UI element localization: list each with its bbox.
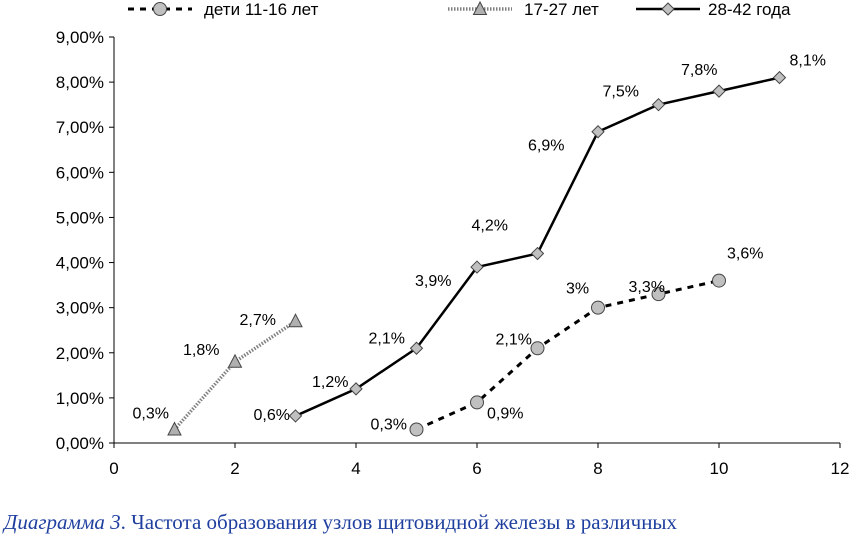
data-point-3 <box>591 125 605 139</box>
y-tick-label: 0,00% <box>56 434 104 453</box>
data-label-3: 2,1% <box>369 330 405 347</box>
x-tick-label: 4 <box>351 459 360 478</box>
x-tick-label: 12 <box>831 459 850 478</box>
data-label-1: 3% <box>566 281 589 298</box>
y-tick-label: 6,00% <box>56 163 104 182</box>
data-label-2: 2,7% <box>240 312 276 329</box>
data-point-3 <box>288 409 303 423</box>
data-label-1: 2,1% <box>496 331 532 348</box>
data-point-3 <box>349 382 363 396</box>
data-point-1 <box>712 273 726 288</box>
y-tick-label: 2,00% <box>56 344 104 363</box>
data-point-1 <box>530 341 545 356</box>
data-label-2: 1,8% <box>183 342 219 359</box>
data-label-1: 3,6% <box>727 246 763 263</box>
legend-label-2: 17-27 лет <box>524 0 599 19</box>
data-point-3 <box>651 97 666 112</box>
y-tick-label: 4,00% <box>56 254 104 273</box>
data-point-1 <box>651 287 666 302</box>
data-point-1 <box>470 395 484 410</box>
data-label-3: 0,6% <box>254 407 290 424</box>
data-label-3: 1,2% <box>312 374 348 391</box>
data-point-2 <box>167 421 182 436</box>
data-label-1: 0,3% <box>371 416 407 433</box>
legend-marker-3 <box>661 2 675 16</box>
x-tick-label: 10 <box>710 459 729 478</box>
data-label-1: 0,9% <box>487 405 523 422</box>
x-tick-label: 0 <box>109 459 118 478</box>
data-point-3 <box>470 260 484 274</box>
y-tick-label: 8,00% <box>56 73 104 92</box>
data-point-2 <box>288 313 303 328</box>
data-point-2 <box>227 353 243 368</box>
chart: 0,00% 1,00% 2,00% 3,00% 4,00% 5,00% 6,00% 7,00%… <box>56 0 850 478</box>
x-tick-label: 6 <box>472 459 481 478</box>
data-point-3 <box>772 70 787 85</box>
y-tick-label: 1,00% <box>56 389 104 408</box>
y-tick-label: 5,00% <box>56 208 104 227</box>
legend-marker-1 <box>153 2 167 16</box>
y-tick-label: 7,00% <box>56 118 104 137</box>
caption-number: Диаграмма 3 <box>4 510 121 534</box>
caption-text: . Частота образования узлов щитовидной ж… <box>120 510 678 534</box>
data-point-3 <box>409 341 424 355</box>
data-point-3 <box>712 84 726 98</box>
data-label-1: 3,3% <box>629 279 665 296</box>
legend-marker-2 <box>472 0 488 15</box>
y-tick-label: 9,00% <box>56 28 104 47</box>
data-point-1 <box>591 300 605 315</box>
data-point-1 <box>409 422 424 437</box>
y-tick-label: 3,00% <box>56 299 104 318</box>
series-line-3 <box>294 76 780 418</box>
x-tick-label: 2 <box>230 459 239 478</box>
data-label-3: 4,2% <box>472 218 508 235</box>
data-label-2: 0,3% <box>133 405 169 422</box>
data-label-3: 6,9% <box>528 138 564 155</box>
data-label-3: 8,1% <box>790 53 826 70</box>
x-tick-label: 8 <box>593 459 602 478</box>
legend-label-1: дети 11-16 лет <box>204 0 319 19</box>
data-label-3: 3,9% <box>415 273 451 290</box>
chart-caption: Диаграмма 3. Частота образования узлов щ… <box>4 510 850 535</box>
series-line-1 <box>415 279 720 431</box>
legend-label-3: 28-42 года <box>708 0 791 19</box>
data-label-3: 7,5% <box>603 84 639 101</box>
data-label-3: 7,8% <box>681 62 717 79</box>
data-point-3 <box>530 246 545 261</box>
